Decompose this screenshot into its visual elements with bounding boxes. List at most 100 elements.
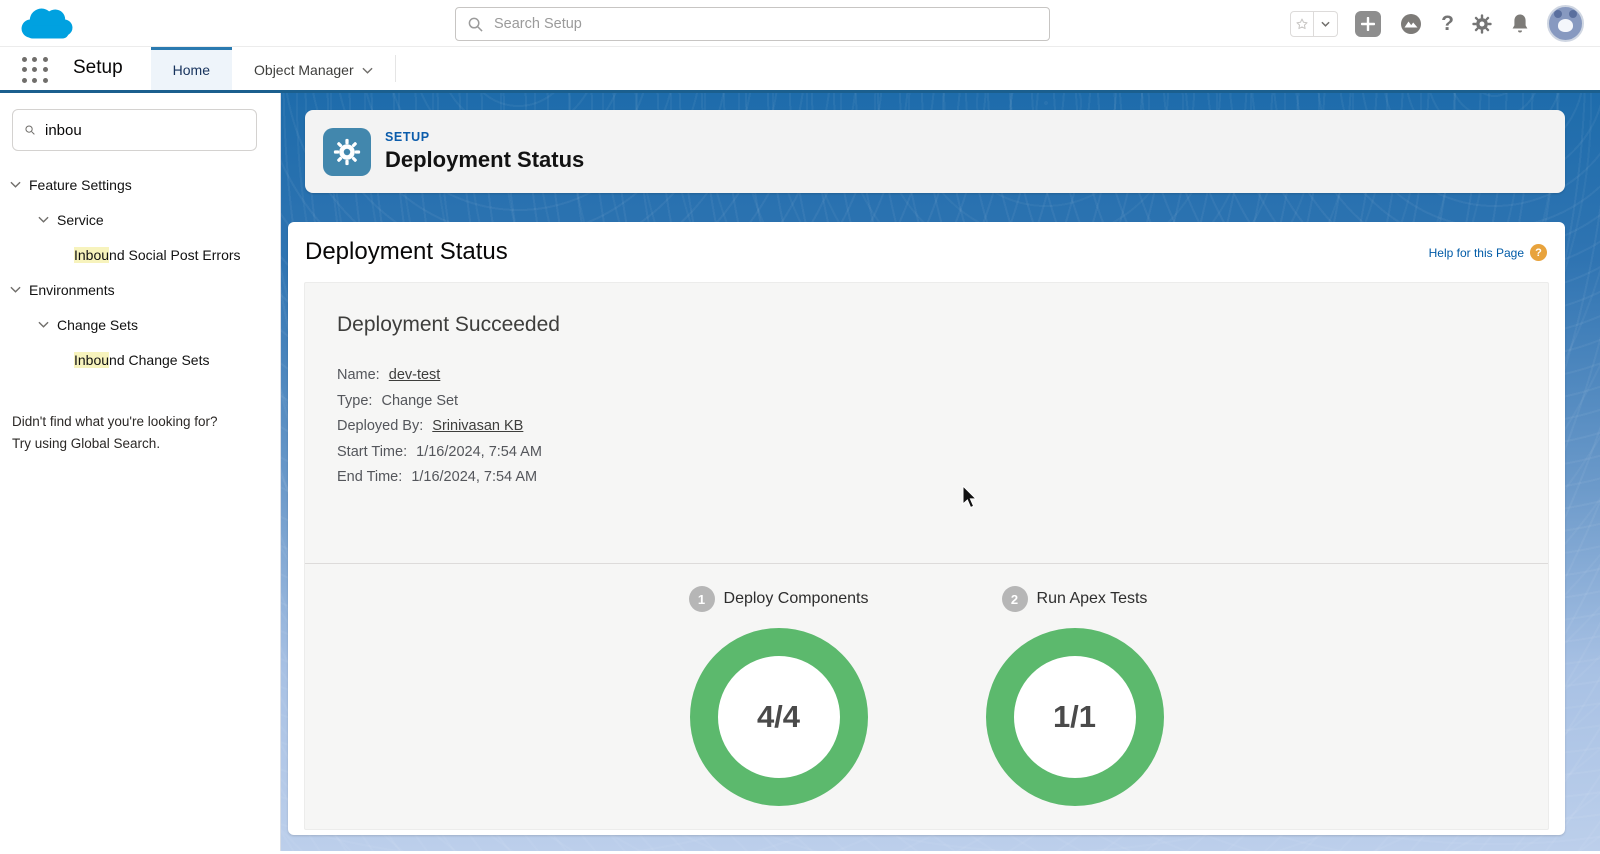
setup-gear-tile — [323, 127, 371, 176]
step-deploy-components: 1 Deploy Components 4/4 — [679, 586, 879, 806]
chevron-down-icon[interactable] — [38, 216, 49, 223]
tab-home-label: Home — [172, 62, 211, 78]
search-icon — [468, 17, 483, 32]
chevron-down-icon[interactable] — [38, 321, 49, 328]
chevron-down-icon — [362, 67, 373, 74]
field-label: Name: — [337, 367, 380, 383]
deployed-by-link[interactable]: Srinivasan KB — [432, 418, 524, 434]
tree-item-inbound-change-sets[interactable]: Inbound Change Sets — [0, 342, 280, 377]
field-start-time: Start Time: 1/16/2024, 7:54 AM — [337, 440, 1516, 466]
field-end-time: End Time: 1/16/2024, 7:54 AM — [337, 465, 1516, 491]
step-run-apex-tests: 2 Run Apex Tests 1/1 — [975, 586, 1175, 806]
field-label: Deployed By: — [337, 418, 424, 434]
page-header-text: SETUP Deployment Status — [385, 130, 584, 173]
user-avatar[interactable] — [1547, 5, 1584, 42]
setup-nav-bar: Setup Home Object Manager — [0, 47, 1600, 93]
field-value: 1/16/2024, 7:54 AM — [411, 469, 538, 485]
tree-item-label: Feature Settings — [29, 176, 132, 193]
tree-item-inbound-social-post-errors[interactable]: Inbound Social Post Errors — [0, 237, 280, 272]
deployment-result-panel: Deployment Succeeded Name: dev-test Type… — [304, 282, 1549, 830]
guidance-center-button[interactable] — [1398, 12, 1424, 36]
field-value: 1/16/2024, 7:54 AM — [416, 443, 542, 460]
field-type: Type: Change Set — [337, 389, 1516, 415]
app-name: Setup — [73, 57, 123, 78]
salesforce-logo — [21, 8, 73, 39]
chevron-down-icon[interactable] — [10, 286, 21, 293]
avatar-art — [1569, 10, 1577, 18]
field-label: Start Time: — [337, 443, 408, 460]
global-actions-button[interactable] — [1355, 10, 1382, 37]
step-number-badge: 1 — [688, 586, 715, 612]
card-title-row: Deployment Status Help for this Page ? — [304, 236, 1549, 282]
deploy-components-progress-ring: 4/4 — [689, 628, 868, 806]
progress-fraction: 4/4 — [756, 699, 801, 734]
tree-item-label: nd Social Post Errors — [109, 246, 241, 263]
step-name: Run Apex Tests — [1036, 590, 1148, 607]
avatar-art — [1558, 19, 1573, 32]
favorites-dropdown-button[interactable] — [1314, 10, 1339, 37]
setup-button[interactable] — [1471, 13, 1493, 35]
name-link[interactable]: dev-test — [388, 367, 441, 383]
page-header-title: Deployment Status — [385, 147, 585, 172]
tree-item-feature-settings[interactable]: Feature Settings — [0, 167, 280, 202]
step-number-badge: 2 — [1001, 586, 1028, 612]
favorites-split-button — [1290, 10, 1339, 37]
plus-icon — [1361, 16, 1376, 31]
chevron-down-icon — [1321, 21, 1330, 27]
setup-sidebar: Feature Settings Service Inbound Social … — [0, 93, 281, 851]
deployment-status-title: Deployment Succeeded — [337, 313, 560, 336]
deployment-fields: Name: dev-test Type: Change Set Deployed… — [337, 363, 1516, 491]
tree-item-label: Change Sets — [57, 316, 138, 333]
tree-item-label: Environments — [29, 281, 115, 298]
tab-object-manager[interactable]: Object Manager — [232, 47, 395, 90]
run-apex-tests-progress-ring: 1/1 — [985, 628, 1164, 806]
search-icon — [25, 125, 35, 135]
setup-tree: Feature Settings Service Inbound Social … — [0, 167, 280, 377]
tab-object-manager-label: Object Manager — [254, 62, 354, 78]
notifications-button[interactable] — [1510, 13, 1530, 35]
global-search[interactable] — [455, 7, 1050, 41]
header-icon-cluster: ? — [1290, 0, 1584, 47]
help-link-label: Help for this Page — [1428, 245, 1524, 260]
nav-tabs: Home Object Manager — [150, 47, 396, 90]
search-match-highlight: Inbou — [74, 246, 110, 263]
setup-content-area: SETUP Deployment Status Deployment Statu… — [281, 93, 1600, 851]
global-search-input[interactable] — [494, 16, 1037, 32]
avatar-art — [1554, 10, 1562, 18]
help-button[interactable]: ? — [1441, 12, 1454, 35]
bell-icon — [1512, 14, 1528, 32]
quick-find-box[interactable] — [12, 109, 257, 151]
page-header-card: SETUP Deployment Status — [305, 110, 1565, 193]
tree-item-service[interactable]: Service — [0, 202, 280, 237]
tree-item-label: nd Change Sets — [109, 351, 210, 368]
field-value: Change Set — [381, 392, 459, 409]
help-for-this-page-link[interactable]: Help for this Page ? — [1429, 244, 1547, 261]
favorites-star-button[interactable] — [1290, 10, 1315, 37]
tree-item-environments[interactable]: Environments — [0, 272, 280, 307]
deployment-status-card: Deployment Status Help for this Page ? D… — [288, 222, 1565, 835]
page-title: Deployment Status — [305, 238, 508, 265]
deployment-info-section: Deployment Succeeded Name: dev-test Type… — [305, 283, 1548, 563]
chevron-down-icon[interactable] — [10, 181, 21, 188]
field-name: Name: dev-test — [337, 363, 1516, 389]
app-launcher-icon[interactable] — [22, 57, 49, 84]
field-deployed-by: Deployed By: Srinivasan KB — [337, 414, 1516, 440]
step-label-row: 2 Run Apex Tests — [1001, 586, 1148, 612]
guidance-center-icon — [1401, 13, 1422, 34]
sidebar-note-line2: Try using Global Search. — [12, 436, 161, 451]
field-label: End Time: — [337, 469, 403, 485]
help-question-icon[interactable]: ? — [1530, 244, 1547, 261]
field-label: Type: — [337, 392, 373, 409]
quick-find-input[interactable] — [45, 121, 244, 139]
step-label-row: 1 Deploy Components — [688, 586, 868, 612]
tab-home[interactable]: Home — [150, 47, 233, 90]
deployment-steps-section: 1 Deploy Components 4/4 2 Run Apex Tests — [305, 563, 1548, 806]
sidebar-note: Didn't find what you're looking for? Try… — [12, 411, 218, 455]
tree-item-label: Service — [57, 211, 104, 228]
gear-icon — [1472, 13, 1492, 34]
tree-item-change-sets[interactable]: Change Sets — [0, 307, 280, 342]
tab-divider — [394, 55, 396, 82]
global-header: ? — [0, 0, 1600, 47]
sidebar-note-line1: Didn't find what you're looking for? — [12, 414, 218, 429]
page-header-eyebrow: SETUP — [385, 130, 430, 144]
